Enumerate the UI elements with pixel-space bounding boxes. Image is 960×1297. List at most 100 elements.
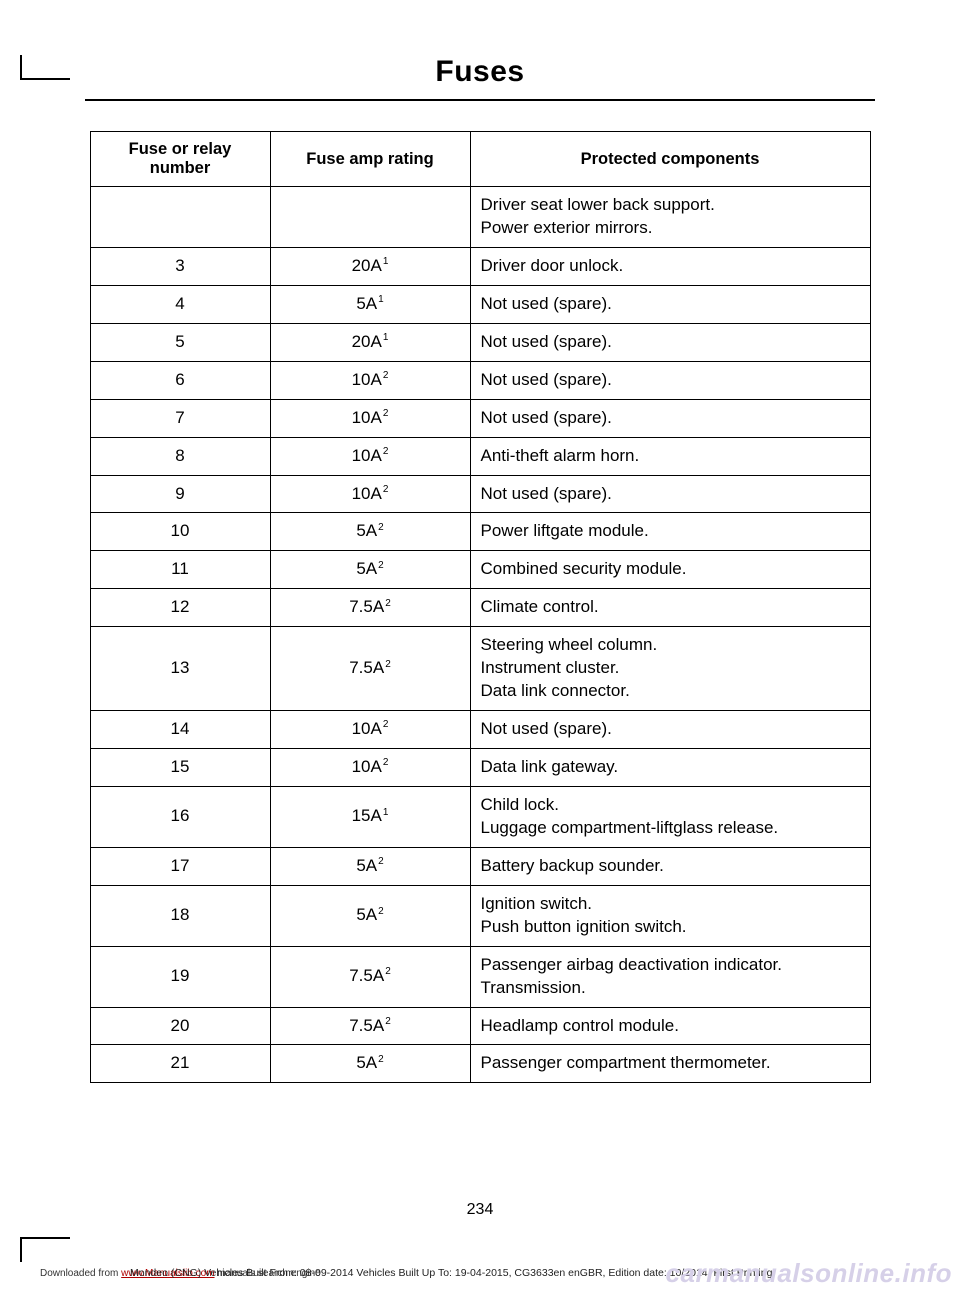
fuse-number-cell [90, 187, 270, 248]
components-cell: Steering wheel column.Instrument cluster… [470, 627, 870, 711]
amp-rating-cell: 7.5A2 [270, 1007, 470, 1045]
header-amp-rating: Fuse amp rating [270, 132, 470, 187]
component-line: Data link gateway. [481, 756, 860, 779]
amp-rating-cell: 10A2 [270, 437, 470, 475]
components-cell: Not used (spare). [470, 711, 870, 749]
fuse-number-cell: 21 [90, 1045, 270, 1083]
fuse-number-cell: 10 [90, 513, 270, 551]
amp-rating-cell: 15A1 [270, 786, 470, 847]
component-line: Passenger airbag deactivation indicator. [481, 954, 860, 977]
fuse-table: Fuse or relay number Fuse amp rating Pro… [90, 131, 871, 1083]
fuse-number-cell: 3 [90, 247, 270, 285]
table-row: 185A2 Ignition switch.Push button ignitio… [90, 885, 870, 946]
table-row: 1510A2 Data link gateway. [90, 749, 870, 787]
amp-rating-cell: 10A2 [270, 475, 470, 513]
watermark: carmanualsonline.info [666, 1258, 952, 1289]
header-components: Protected components [470, 132, 870, 187]
download-prefix: Downloaded from [40, 1268, 121, 1279]
fuse-number-cell: 8 [90, 437, 270, 475]
crop-mark-top-left [20, 55, 70, 80]
header-fuse-number: Fuse or relay number [90, 132, 270, 187]
components-cell: Passenger airbag deactivation indicator.… [470, 946, 870, 1007]
table-row: 115A2Combined security module. [90, 551, 870, 589]
component-line: Combined security module. [481, 558, 860, 581]
fuse-number-cell: 4 [90, 285, 270, 323]
components-cell: Not used (spare). [470, 285, 870, 323]
fuse-number-cell: 12 [90, 589, 270, 627]
fuse-number-cell: 5 [90, 323, 270, 361]
amp-rating-cell: 20A1 [270, 247, 470, 285]
component-line: Not used (spare). [481, 293, 860, 316]
component-line: Instrument cluster. [481, 657, 860, 680]
table-row: 810A2 Anti-theft alarm horn. [90, 437, 870, 475]
components-cell: Driver door unlock. [470, 247, 870, 285]
amp-rating-cell: 5A2 [270, 847, 470, 885]
component-line: Child lock. [481, 794, 860, 817]
amp-rating-cell: 10A2 [270, 711, 470, 749]
fuse-number-cell: 15 [90, 749, 270, 787]
fuse-number-cell: 18 [90, 885, 270, 946]
amp-rating-cell: 5A2 [270, 1045, 470, 1083]
table-row: 207.5A2 Headlamp control module. [90, 1007, 870, 1045]
component-line: Not used (spare). [481, 331, 860, 354]
component-line: Data link connector. [481, 680, 860, 703]
amp-rating-cell: 10A2 [270, 749, 470, 787]
table-row: 215A2 Passenger compartment thermometer. [90, 1045, 870, 1083]
component-line: Ignition switch. [481, 893, 860, 916]
amp-rating-cell: 5A1 [270, 285, 470, 323]
components-cell: Battery backup sounder. [470, 847, 870, 885]
amp-rating-cell: 5A2 [270, 513, 470, 551]
table-row: 175A2Battery backup sounder. [90, 847, 870, 885]
fuse-number-cell: 7 [90, 399, 270, 437]
components-cell: Not used (spare). [470, 361, 870, 399]
components-cell: Passenger compartment thermometer. [470, 1045, 870, 1083]
component-line: Driver seat lower back support. [481, 194, 860, 217]
table-row: 710A2 Not used (spare). [90, 399, 870, 437]
page-title: Fuses [0, 55, 960, 89]
component-line: Push button ignition switch. [481, 916, 860, 939]
fuse-number-cell: 19 [90, 946, 270, 1007]
fuse-number-cell: 16 [90, 786, 270, 847]
title-rule [85, 99, 875, 101]
table-row: 610A2Not used (spare). [90, 361, 870, 399]
amp-rating-cell: 7.5A2 [270, 589, 470, 627]
component-line: Power exterior mirrors. [481, 217, 860, 240]
component-line: Anti-theft alarm horn. [481, 445, 860, 468]
components-cell: Not used (spare). [470, 399, 870, 437]
component-line: Not used (spare). [481, 407, 860, 430]
amp-rating-cell: 5A2 [270, 885, 470, 946]
component-line: Not used (spare). [481, 483, 860, 506]
table-row: 520A1 Not used (spare). [90, 323, 870, 361]
component-line: Not used (spare). [481, 369, 860, 392]
amp-rating-cell: 10A2 [270, 399, 470, 437]
amp-rating-cell: 7.5A2 [270, 627, 470, 711]
components-cell: Climate control. [470, 589, 870, 627]
component-line: Passenger compartment thermometer. [481, 1052, 860, 1075]
components-cell: Combined security module. [470, 551, 870, 589]
table-header-row: Fuse or relay number Fuse amp rating Pro… [90, 132, 870, 187]
component-line: Driver door unlock. [481, 255, 860, 278]
component-line: Luggage compartment-liftglass release. [481, 817, 860, 840]
table-row: Driver seat lower back support.Power ext… [90, 187, 870, 248]
component-line: Steering wheel column. [481, 634, 860, 657]
amp-rating-cell: 10A2 [270, 361, 470, 399]
fuse-number-cell: 20 [90, 1007, 270, 1045]
component-line: Transmission. [481, 977, 860, 1000]
component-line: Power liftgate module. [481, 520, 860, 543]
table-row: 1615A1Child lock.Luggage compartment-lif… [90, 786, 870, 847]
components-cell: Power liftgate module. [470, 513, 870, 551]
table-row: 320A1 Driver door unlock. [90, 247, 870, 285]
component-line: Headlamp control module. [481, 1015, 860, 1038]
fuse-number-cell: 13 [90, 627, 270, 711]
components-cell: Child lock.Luggage compartment-liftglass… [470, 786, 870, 847]
amp-rating-cell: 5A2 [270, 551, 470, 589]
crop-mark-bottom-left [20, 1237, 70, 1262]
table-row: 105A2 Power liftgate module. [90, 513, 870, 551]
amp-rating-cell: 20A1 [270, 323, 470, 361]
fuse-number-cell: 14 [90, 711, 270, 749]
component-line: Climate control. [481, 596, 860, 619]
components-cell: Driver seat lower back support.Power ext… [470, 187, 870, 248]
component-line: Battery backup sounder. [481, 855, 860, 878]
amp-rating-cell [270, 187, 470, 248]
table-row: 45A1 Not used (spare). [90, 285, 870, 323]
